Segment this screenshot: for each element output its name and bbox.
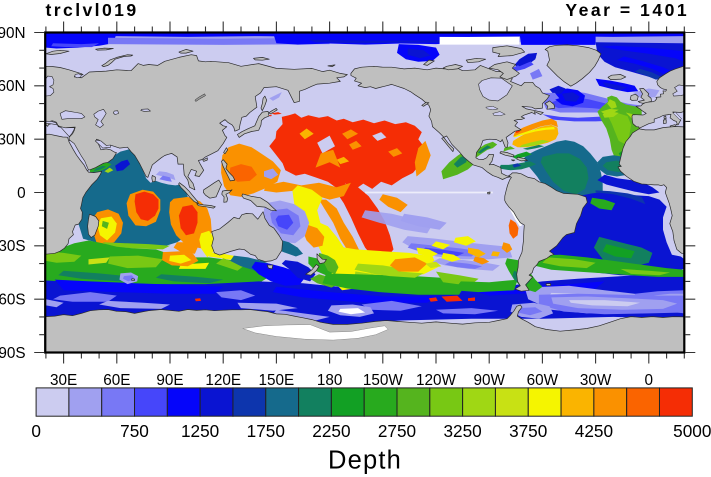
svg-text:180: 180 [317,372,343,389]
svg-text:90W: 90W [473,372,505,389]
svg-text:30E: 30E [50,372,77,389]
svg-text:trclvl019: trclvl019 [46,0,139,20]
svg-text:30W: 30W [580,372,612,389]
svg-text:60N: 60N [0,78,26,95]
svg-text:30S: 30S [0,238,26,255]
svg-text:4250: 4250 [575,421,613,441]
svg-text:60W: 60W [527,372,559,389]
svg-text:1750: 1750 [247,421,285,441]
svg-text:90S: 90S [0,345,26,362]
svg-text:750: 750 [120,421,149,441]
svg-text:5000: 5000 [673,421,711,441]
svg-text:120E: 120E [205,372,241,389]
svg-text:30N: 30N [0,132,26,149]
svg-text:1250: 1250 [181,421,219,441]
svg-text:90E: 90E [156,372,183,389]
svg-text:Year = 1401: Year = 1401 [565,0,689,20]
svg-text:60S: 60S [0,292,26,309]
svg-text:120W: 120W [416,372,457,389]
svg-text:2250: 2250 [312,421,350,441]
svg-text:2750: 2750 [378,421,416,441]
svg-text:3750: 3750 [509,421,547,441]
svg-text:90N: 90N [0,25,26,42]
svg-text:Depth: Depth [328,447,402,475]
svg-text:0: 0 [31,421,41,441]
svg-text:150E: 150E [259,372,295,389]
svg-text:3250: 3250 [443,421,481,441]
svg-text:0: 0 [17,185,26,202]
svg-text:0: 0 [645,372,654,389]
svg-text:150W: 150W [363,372,404,389]
svg-text:60E: 60E [103,372,130,389]
